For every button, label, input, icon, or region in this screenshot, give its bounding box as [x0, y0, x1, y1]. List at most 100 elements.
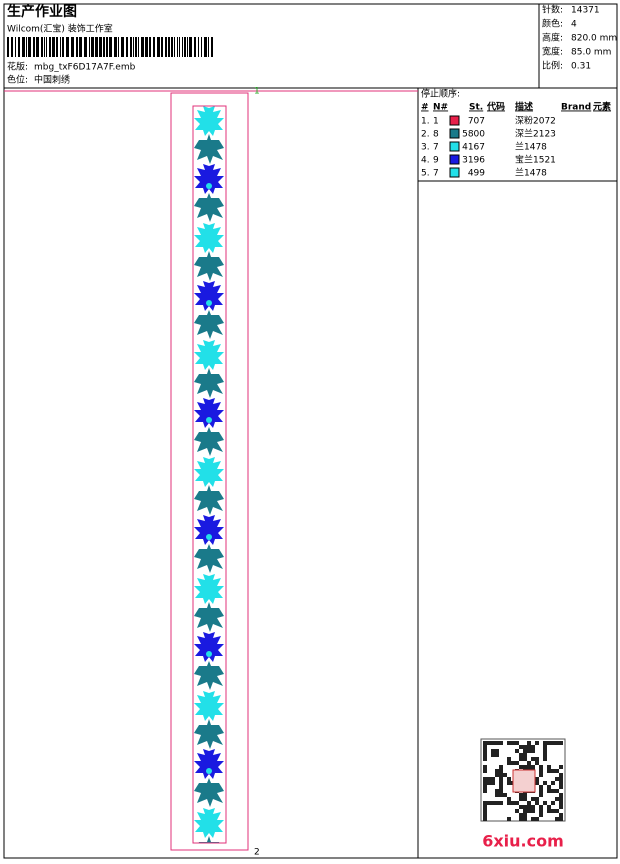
qr-module: [483, 817, 487, 821]
qr-module: [547, 805, 551, 809]
row-stitches: 707: [468, 117, 485, 127]
qr-module: [559, 797, 563, 801]
qr-module: [559, 781, 563, 785]
qr-module: [519, 797, 523, 801]
qr-module: [551, 769, 555, 773]
marker: 2: [254, 848, 260, 858]
qr-module: [543, 801, 547, 805]
page-border: [3, 3, 618, 859]
column-header: #: [421, 103, 429, 113]
qr-module: [515, 749, 519, 753]
stop-title: 停止顺序:: [421, 88, 460, 100]
qr-module: [547, 809, 551, 813]
qr-module: [519, 805, 523, 809]
qr-module: [531, 765, 535, 769]
qr-module: [559, 741, 563, 745]
qr-logo: [512, 769, 536, 793]
barcode-bar: [153, 37, 155, 57]
qr-module: [539, 789, 543, 793]
qr-module: [507, 781, 511, 785]
title: 生产作业图: [7, 3, 77, 20]
qr-module: [527, 741, 531, 745]
info-label: 高度:: [542, 32, 563, 44]
barcode-bar: [71, 37, 74, 57]
qr-module: [515, 801, 519, 805]
barcode-bar: [189, 37, 192, 57]
qr-module: [483, 805, 487, 809]
qr-module: [499, 765, 503, 769]
row-description: 兰1478: [515, 141, 547, 153]
qr-module: [483, 769, 487, 773]
qr-module: [483, 785, 487, 789]
barcode-bar: [201, 37, 202, 57]
qr-module: [499, 781, 503, 785]
qr-module: [499, 785, 503, 789]
barcode-bar: [62, 37, 64, 57]
row-description: 兰1478: [515, 167, 547, 179]
row-stitches: 4167: [462, 143, 485, 153]
qr-module: [483, 813, 487, 817]
barcode-bar: [211, 37, 213, 57]
qr-module: [495, 793, 499, 797]
barcode-bar: [149, 37, 151, 57]
qr-module: [539, 813, 543, 817]
barcode-bar: [165, 37, 167, 57]
qr-module: [555, 797, 559, 801]
barcode-bar: [7, 37, 9, 57]
barcode-bar: [49, 37, 51, 57]
qr-module: [507, 817, 511, 821]
qr-module: [495, 801, 499, 805]
design-label: 花版:: [7, 61, 28, 73]
qr-module: [519, 745, 523, 749]
qr-module: [523, 793, 527, 797]
qr-module: [531, 749, 535, 753]
qr-module: [555, 817, 559, 821]
qr-module: [547, 741, 551, 745]
qr-module: [531, 817, 535, 821]
qr-module: [491, 741, 495, 745]
qr-module: [559, 765, 563, 769]
barcode-bar: [89, 37, 90, 57]
qr-module: [503, 793, 507, 797]
qr-module: [555, 809, 559, 813]
barcode-bar: [168, 37, 170, 57]
qr-module: [531, 745, 535, 749]
qr-module: [519, 765, 523, 769]
barcode-bar: [161, 37, 163, 57]
qr-module: [491, 777, 495, 781]
barcode-bar: [182, 37, 183, 57]
qr-module: [523, 809, 527, 813]
info-label: 针数:: [542, 4, 563, 16]
row-index: 3.: [421, 143, 430, 153]
barcode-bar: [22, 37, 25, 57]
row-index: 5.: [421, 169, 430, 179]
barcode-bar: [126, 37, 128, 57]
qr-module: [483, 753, 487, 757]
barcode-bar: [135, 37, 137, 57]
barcode-bar: [179, 37, 180, 57]
barcode-bar: [26, 37, 27, 57]
qr-module: [515, 761, 519, 765]
qr-module: [487, 777, 491, 781]
qr-module: [531, 805, 535, 809]
design-frame: [170, 92, 249, 851]
qr-module: [519, 753, 523, 757]
barcode-bar: [18, 37, 20, 57]
embroidery-design: [192, 105, 227, 844]
row-stitches: 5800: [462, 130, 485, 140]
row-stitches: 3196: [462, 156, 485, 166]
row-index: 2.: [421, 130, 430, 140]
barcode-bar: [114, 37, 117, 57]
barcode-bar: [52, 37, 55, 57]
qr-module: [483, 789, 487, 793]
qr-module: [523, 797, 527, 801]
barcode-bar: [44, 37, 45, 57]
qr-module: [491, 801, 495, 805]
qr-module: [519, 817, 523, 821]
qr-module: [539, 805, 543, 809]
qr-module: [535, 801, 539, 805]
qr-module: [499, 769, 503, 773]
qr-module: [507, 801, 511, 805]
row-stitches: 499: [468, 169, 485, 179]
barcode-bar: [204, 37, 207, 57]
